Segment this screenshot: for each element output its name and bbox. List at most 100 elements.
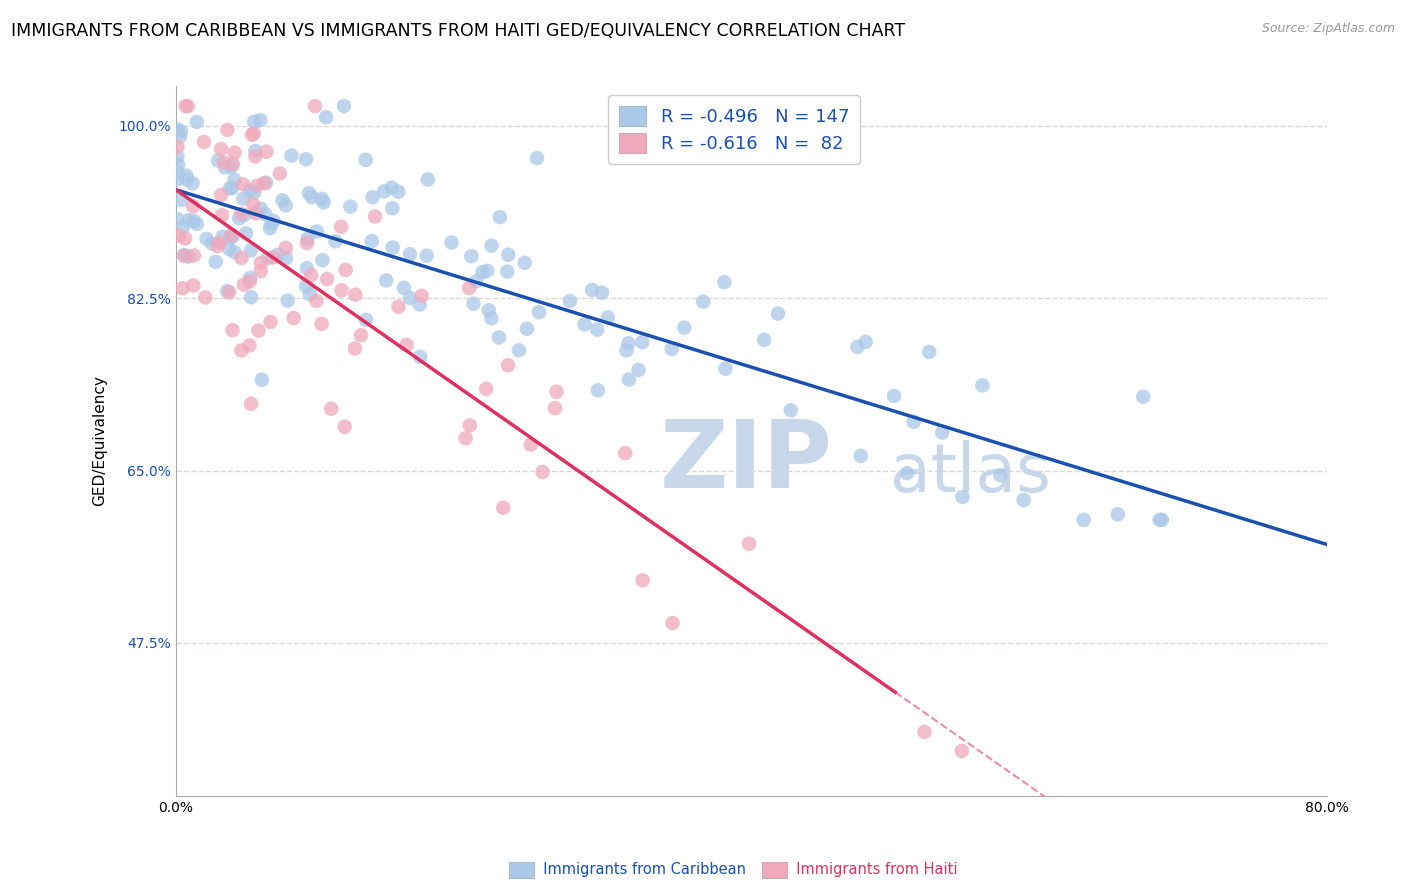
Point: [513, 256, 536, 270]
Point: [304, 99, 326, 113]
Text: Immigrants from Caribbean: Immigrants from Caribbean: [534, 863, 747, 877]
Point: [526, 151, 548, 165]
Point: [201, 236, 224, 251]
Point: [855, 334, 877, 349]
Point: [616, 343, 638, 358]
Point: [1073, 513, 1095, 527]
Point: [297, 232, 319, 246]
Point: [392, 281, 415, 295]
Point: [254, 207, 277, 221]
Point: [209, 188, 232, 202]
Point: [186, 115, 208, 129]
Point: [283, 311, 305, 326]
Point: [250, 373, 273, 387]
Point: [231, 343, 253, 358]
Text: ZIP: ZIP: [659, 417, 832, 508]
Point: [229, 207, 252, 221]
Point: [219, 231, 242, 245]
Point: [173, 248, 195, 262]
Point: [256, 251, 278, 265]
Point: [259, 315, 281, 329]
Point: [546, 384, 568, 399]
Point: [627, 363, 650, 377]
Point: [274, 198, 297, 212]
Point: [631, 574, 654, 588]
Point: [458, 281, 481, 295]
Point: [440, 235, 463, 250]
Point: [233, 208, 256, 222]
Point: [574, 318, 596, 332]
Point: [375, 273, 398, 287]
Point: [186, 217, 208, 231]
Point: [849, 449, 872, 463]
Point: [221, 160, 243, 174]
Point: [295, 261, 318, 276]
Point: [166, 140, 188, 154]
Point: [208, 235, 231, 250]
Point: [516, 322, 538, 336]
Text: IMMIGRANTS FROM CARIBBEAN VS IMMIGRANTS FROM HAITI GED/EQUIVALENCY CORRELATION C: IMMIGRANTS FROM CARIBBEAN VS IMMIGRANTS …: [11, 22, 905, 40]
Point: [250, 256, 273, 270]
Point: [195, 232, 218, 246]
Point: [295, 152, 318, 166]
Point: [617, 372, 640, 386]
Point: [454, 431, 477, 445]
Point: [415, 249, 437, 263]
Point: [167, 228, 190, 243]
Point: [335, 263, 357, 277]
Point: [409, 350, 432, 364]
Point: [183, 278, 205, 293]
Point: [631, 335, 654, 350]
Point: [259, 221, 281, 235]
Point: [478, 303, 501, 318]
Point: [713, 275, 735, 289]
Point: [224, 245, 246, 260]
Point: [181, 176, 204, 190]
Point: [238, 338, 260, 352]
Point: [333, 99, 356, 113]
Point: [249, 264, 271, 278]
Point: [972, 378, 994, 392]
Point: [239, 244, 262, 258]
Point: [661, 616, 683, 631]
Point: [194, 290, 217, 304]
Point: [330, 283, 353, 297]
Point: [950, 744, 973, 758]
Point: [256, 145, 278, 159]
Point: [779, 403, 801, 417]
Point: [274, 241, 297, 255]
Point: [463, 296, 485, 310]
Point: [204, 255, 226, 269]
Point: [207, 153, 229, 168]
Point: [217, 123, 239, 137]
Point: [311, 192, 333, 206]
Point: [243, 115, 266, 129]
Point: [488, 210, 510, 224]
Point: [1107, 508, 1129, 522]
Point: [544, 401, 567, 416]
Point: [411, 289, 433, 303]
Point: [591, 285, 613, 300]
Point: [269, 167, 291, 181]
Point: [295, 236, 318, 251]
Point: [409, 297, 432, 311]
Point: [596, 310, 619, 325]
Point: [235, 227, 257, 241]
Point: [496, 264, 519, 278]
Point: [918, 345, 941, 359]
Point: [224, 173, 246, 187]
Point: [177, 250, 200, 264]
Point: [166, 150, 188, 164]
Y-axis label: GED/Equivalency: GED/Equivalency: [93, 376, 107, 507]
Point: [239, 271, 262, 285]
Point: [172, 220, 194, 235]
Point: [305, 225, 328, 239]
Point: [193, 135, 215, 149]
Point: [387, 185, 409, 199]
Point: [239, 275, 262, 289]
Point: [280, 148, 302, 162]
Point: [260, 217, 283, 231]
Point: [301, 190, 323, 204]
Point: [221, 228, 243, 243]
Point: [239, 183, 262, 197]
